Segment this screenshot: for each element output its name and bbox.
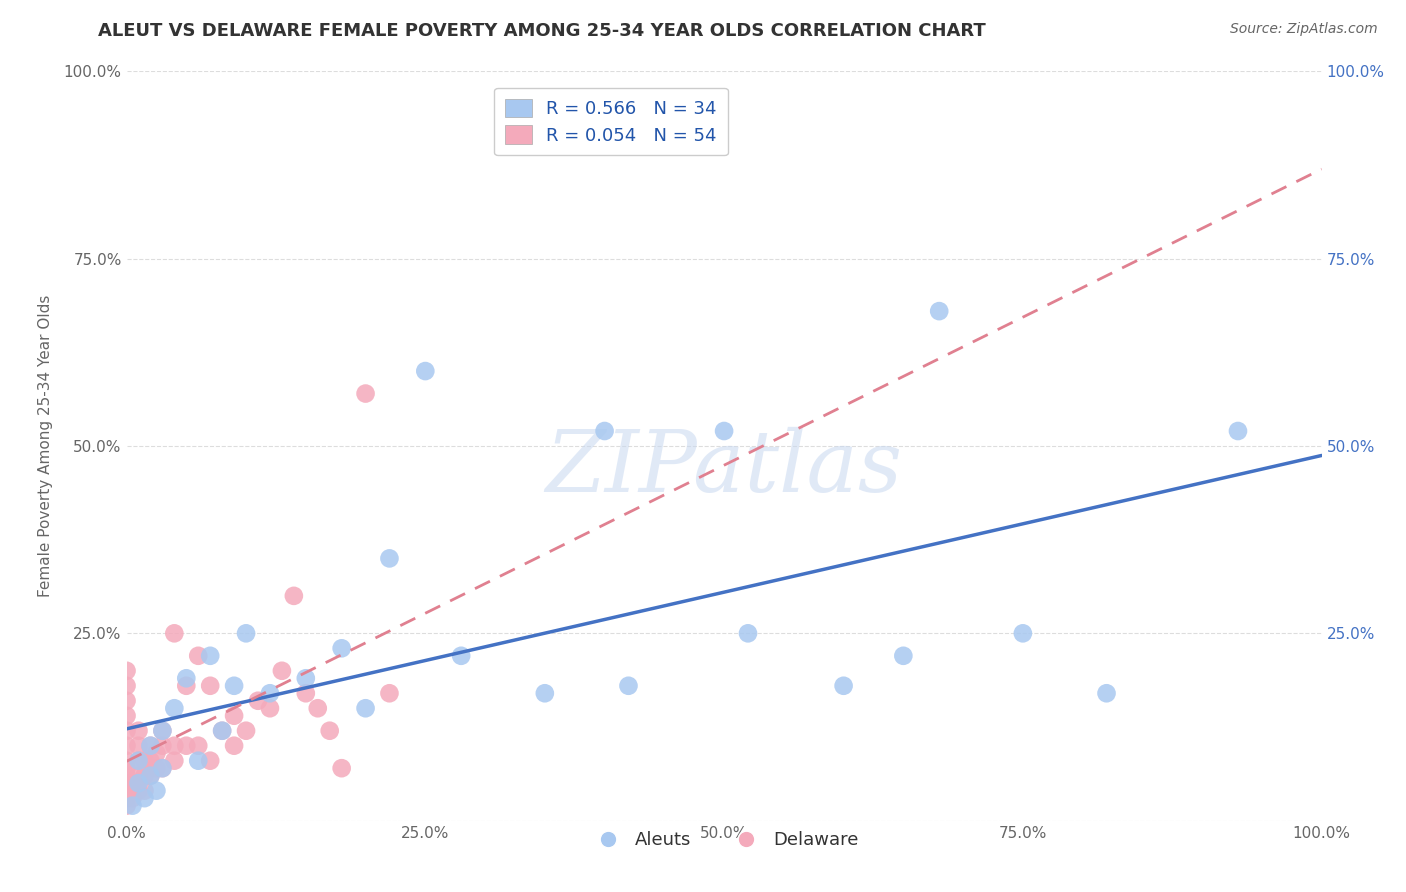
Point: [115, 664, 138, 678]
Point: [115, 708, 138, 723]
Text: ALEUT VS DELAWARE FEMALE POVERTY AMONG 25-34 YEAR OLDS CORRELATION CHART: ALEUT VS DELAWARE FEMALE POVERTY AMONG 2…: [98, 22, 986, 40]
Legend: Aleuts, Delaware: Aleuts, Delaware: [583, 824, 865, 856]
Point: [127, 754, 149, 768]
Point: [115, 776, 138, 790]
Point: [200, 679, 222, 693]
Point: [270, 664, 294, 678]
Point: [378, 686, 401, 700]
Point: [163, 626, 186, 640]
Point: [127, 769, 149, 783]
Point: [617, 679, 640, 693]
Point: [187, 754, 209, 768]
Point: [150, 723, 174, 738]
Point: [121, 791, 143, 805]
Point: [891, 648, 914, 663]
Point: [294, 686, 316, 700]
Point: [127, 776, 149, 790]
Point: [115, 783, 138, 797]
Point: [163, 739, 186, 753]
Point: [139, 739, 162, 753]
Point: [115, 723, 138, 738]
Point: [354, 701, 377, 715]
Point: [115, 761, 138, 775]
Point: [145, 746, 167, 760]
Y-axis label: Female Poverty Among 25-34 Year Olds: Female Poverty Among 25-34 Year Olds: [38, 295, 52, 597]
Point: [174, 739, 197, 753]
Point: [145, 761, 167, 775]
Point: [115, 679, 138, 693]
Point: [163, 754, 186, 768]
Point: [222, 679, 246, 693]
Point: [450, 648, 472, 663]
Point: [134, 754, 156, 768]
Point: [121, 798, 143, 813]
Point: [307, 701, 329, 715]
Point: [174, 671, 197, 685]
Point: [294, 671, 316, 685]
Point: [174, 679, 197, 693]
Point: [247, 694, 270, 708]
Point: [222, 708, 246, 723]
Point: [127, 783, 149, 797]
Point: [928, 304, 950, 318]
Point: [187, 648, 209, 663]
Point: [127, 754, 149, 768]
Point: [139, 769, 162, 783]
Point: [330, 641, 353, 656]
Point: [139, 769, 162, 783]
Point: [127, 739, 149, 753]
Text: Source: ZipAtlas.com: Source: ZipAtlas.com: [1230, 22, 1378, 37]
Point: [413, 364, 436, 378]
Point: [222, 739, 246, 753]
Point: [134, 791, 156, 805]
Point: [1226, 424, 1249, 438]
Point: [115, 791, 138, 805]
Point: [737, 626, 759, 640]
Point: [259, 701, 281, 715]
Point: [150, 739, 174, 753]
Point: [115, 694, 138, 708]
Point: [134, 783, 156, 797]
Point: [139, 739, 162, 753]
Point: [115, 769, 138, 783]
Point: [533, 686, 555, 700]
Point: [115, 739, 138, 753]
Point: [283, 589, 305, 603]
Point: [235, 626, 257, 640]
Point: [211, 723, 233, 738]
Point: [150, 723, 174, 738]
Point: [150, 761, 174, 775]
Point: [354, 386, 377, 401]
Point: [200, 754, 222, 768]
Point: [127, 723, 149, 738]
Point: [121, 776, 143, 790]
Point: [115, 798, 138, 813]
Point: [832, 679, 855, 693]
Point: [259, 686, 281, 700]
Point: [713, 424, 735, 438]
Point: [330, 761, 353, 775]
Point: [145, 783, 167, 797]
Point: [211, 723, 233, 738]
Point: [378, 551, 401, 566]
Point: [1011, 626, 1033, 640]
Point: [150, 761, 174, 775]
Point: [115, 754, 138, 768]
Point: [139, 754, 162, 768]
Point: [187, 739, 209, 753]
Point: [318, 723, 342, 738]
Point: [134, 769, 156, 783]
Point: [1095, 686, 1118, 700]
Point: [163, 701, 186, 715]
Point: [235, 723, 257, 738]
Point: [200, 648, 222, 663]
Point: [593, 424, 616, 438]
Text: ZIPatlas: ZIPatlas: [546, 427, 903, 510]
